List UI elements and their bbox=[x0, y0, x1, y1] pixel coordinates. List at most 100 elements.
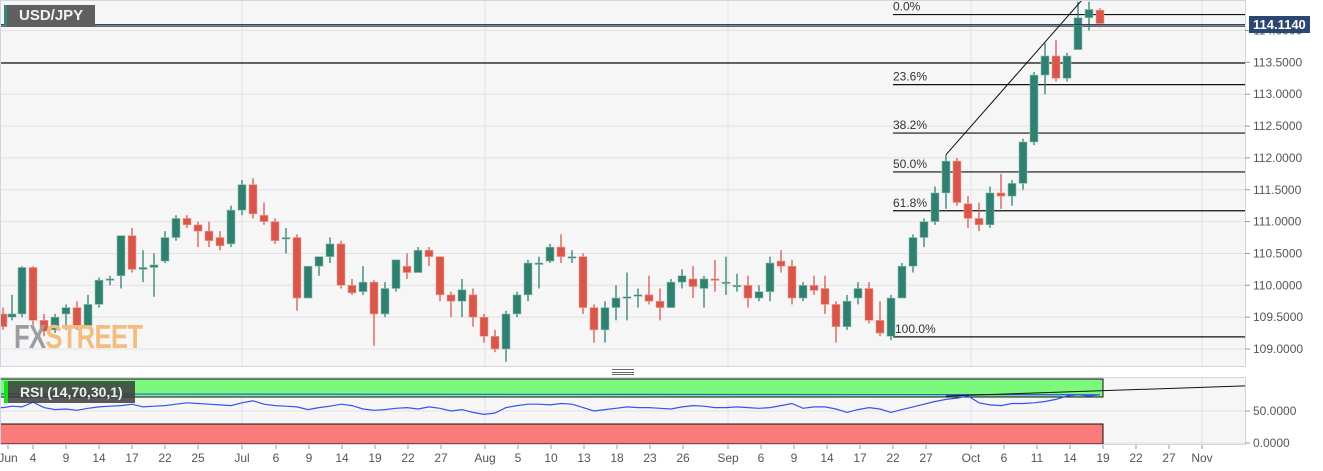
date-tick-label: Oct bbox=[962, 451, 981, 465]
date-tick-label: Jun bbox=[0, 451, 18, 465]
candle bbox=[534, 262, 544, 265]
candle bbox=[765, 262, 775, 292]
date-tick-label: 22 bbox=[401, 451, 415, 465]
candle bbox=[457, 289, 467, 302]
candle bbox=[369, 281, 379, 315]
candle bbox=[105, 278, 115, 281]
candle bbox=[248, 184, 258, 215]
date-tick-label: 6 bbox=[1001, 451, 1008, 465]
candle bbox=[347, 284, 357, 294]
candle bbox=[567, 256, 577, 259]
candle bbox=[391, 259, 401, 289]
date-tick-label: 9 bbox=[306, 451, 313, 465]
rsi-tick-label: 50.0000 bbox=[1253, 404, 1297, 418]
candle bbox=[787, 265, 797, 299]
date-tick-label: 26 bbox=[676, 451, 690, 465]
main-panel-bg bbox=[0, 0, 1245, 367]
candle bbox=[127, 235, 137, 270]
date-tick-label: 9 bbox=[63, 451, 70, 465]
price-tick-label: 112.5000 bbox=[1253, 119, 1302, 133]
candle bbox=[721, 281, 731, 284]
candle bbox=[325, 243, 335, 257]
date-tick-label: 19 bbox=[1096, 451, 1110, 465]
candle bbox=[270, 221, 280, 242]
price-tick-label: 110.0000 bbox=[1253, 278, 1302, 292]
candle bbox=[1073, 17, 1083, 50]
candle bbox=[490, 335, 500, 350]
candle bbox=[842, 300, 852, 328]
price-tick-label: 109.0000 bbox=[1253, 342, 1303, 356]
date-tick-label: Aug bbox=[474, 451, 495, 465]
rsi-axis[interactable]: 50.0000 0.0000 bbox=[1245, 404, 1297, 450]
candle bbox=[930, 192, 940, 222]
candle bbox=[853, 288, 863, 299]
candle bbox=[446, 294, 456, 302]
candle bbox=[28, 267, 38, 321]
date-tick-label: 17 bbox=[853, 451, 867, 465]
price-tick-label: 113.5000 bbox=[1253, 55, 1302, 69]
date-tick-label: 27 bbox=[919, 451, 933, 465]
candle bbox=[303, 265, 313, 299]
date-tick-label: 6 bbox=[758, 451, 765, 465]
candle bbox=[897, 265, 907, 299]
candle bbox=[149, 264, 159, 268]
fibonacci-retracement: 0.0% 23.6% 38.2% 50.0% 61.8% 100.0% bbox=[0, 0, 1245, 338]
candle bbox=[61, 307, 71, 315]
candle bbox=[160, 237, 170, 262]
fib-level-label: 61.8% bbox=[893, 196, 927, 210]
candle bbox=[424, 249, 434, 257]
price-tick-label: 112.0000 bbox=[1253, 151, 1302, 165]
candle bbox=[237, 184, 247, 211]
rsi-tick-label: 0.0000 bbox=[1253, 436, 1290, 450]
price-axis[interactable]: 114.0000113.5000113.0000112.5000112.0000… bbox=[1245, 24, 1303, 357]
date-tick-label: Sep bbox=[717, 451, 739, 465]
resize-handle-icon[interactable] bbox=[612, 369, 634, 375]
candle bbox=[336, 243, 346, 286]
candle bbox=[116, 235, 126, 277]
candle bbox=[1062, 55, 1072, 79]
candle bbox=[1029, 74, 1039, 143]
candle bbox=[974, 218, 984, 226]
date-tick-label: 22 bbox=[886, 451, 900, 465]
date-tick-label: 9 bbox=[791, 451, 798, 465]
candle bbox=[655, 300, 665, 308]
candle bbox=[666, 281, 676, 308]
logo-street: STREET bbox=[45, 318, 143, 355]
price-tick-label: 113.0000 bbox=[1253, 87, 1302, 101]
candle bbox=[1007, 183, 1017, 197]
date-tick-label: 13 bbox=[577, 451, 591, 465]
trendline bbox=[945, 0, 1083, 156]
candle bbox=[677, 275, 687, 283]
candle bbox=[688, 278, 698, 287]
date-tick-label: 22 bbox=[158, 451, 172, 465]
overbought-zone bbox=[0, 378, 1104, 398]
candle bbox=[1095, 9, 1105, 24]
candle bbox=[50, 316, 60, 331]
fxstreet-logo: FXSTREET bbox=[14, 318, 143, 356]
candle bbox=[589, 307, 599, 331]
candle bbox=[754, 291, 764, 299]
candle bbox=[699, 278, 709, 289]
candle bbox=[644, 294, 654, 302]
fib-level-label: 100.0% bbox=[895, 322, 936, 336]
candlesticks bbox=[0, 1, 1105, 362]
date-axis[interactable]: Jun 4 9 14 17 22 25 Jul 6 9 14 19 22 27 Aug 5 10 13 18 23 26… bbox=[0, 445, 1213, 465]
candle bbox=[468, 294, 478, 318]
candle bbox=[820, 288, 830, 305]
candle bbox=[952, 160, 962, 203]
candle bbox=[402, 265, 412, 273]
candle bbox=[1018, 141, 1028, 184]
date-tick-label: 14 bbox=[335, 451, 349, 465]
price-tick-label: 109.5000 bbox=[1253, 310, 1303, 324]
date-tick-label: 14 bbox=[1063, 451, 1077, 465]
candle bbox=[380, 288, 390, 315]
candle bbox=[523, 262, 533, 296]
candle bbox=[600, 307, 610, 331]
candle bbox=[501, 313, 511, 350]
candle bbox=[908, 237, 918, 267]
candle bbox=[138, 267, 148, 270]
price-tick-label: 110.5000 bbox=[1253, 246, 1302, 260]
candle bbox=[226, 209, 236, 245]
oversold-zone bbox=[0, 423, 1104, 445]
